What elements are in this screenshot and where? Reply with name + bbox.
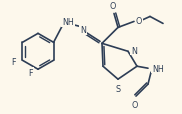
- Text: NH: NH: [62, 18, 74, 27]
- Text: NH: NH: [152, 64, 164, 73]
- Text: N: N: [80, 26, 86, 35]
- Text: F: F: [29, 68, 33, 77]
- Text: S: S: [115, 84, 120, 93]
- Text: N: N: [131, 46, 137, 55]
- Text: F: F: [11, 57, 15, 66]
- Text: O: O: [136, 17, 142, 26]
- Text: O: O: [110, 3, 116, 11]
- Text: O: O: [132, 100, 138, 109]
